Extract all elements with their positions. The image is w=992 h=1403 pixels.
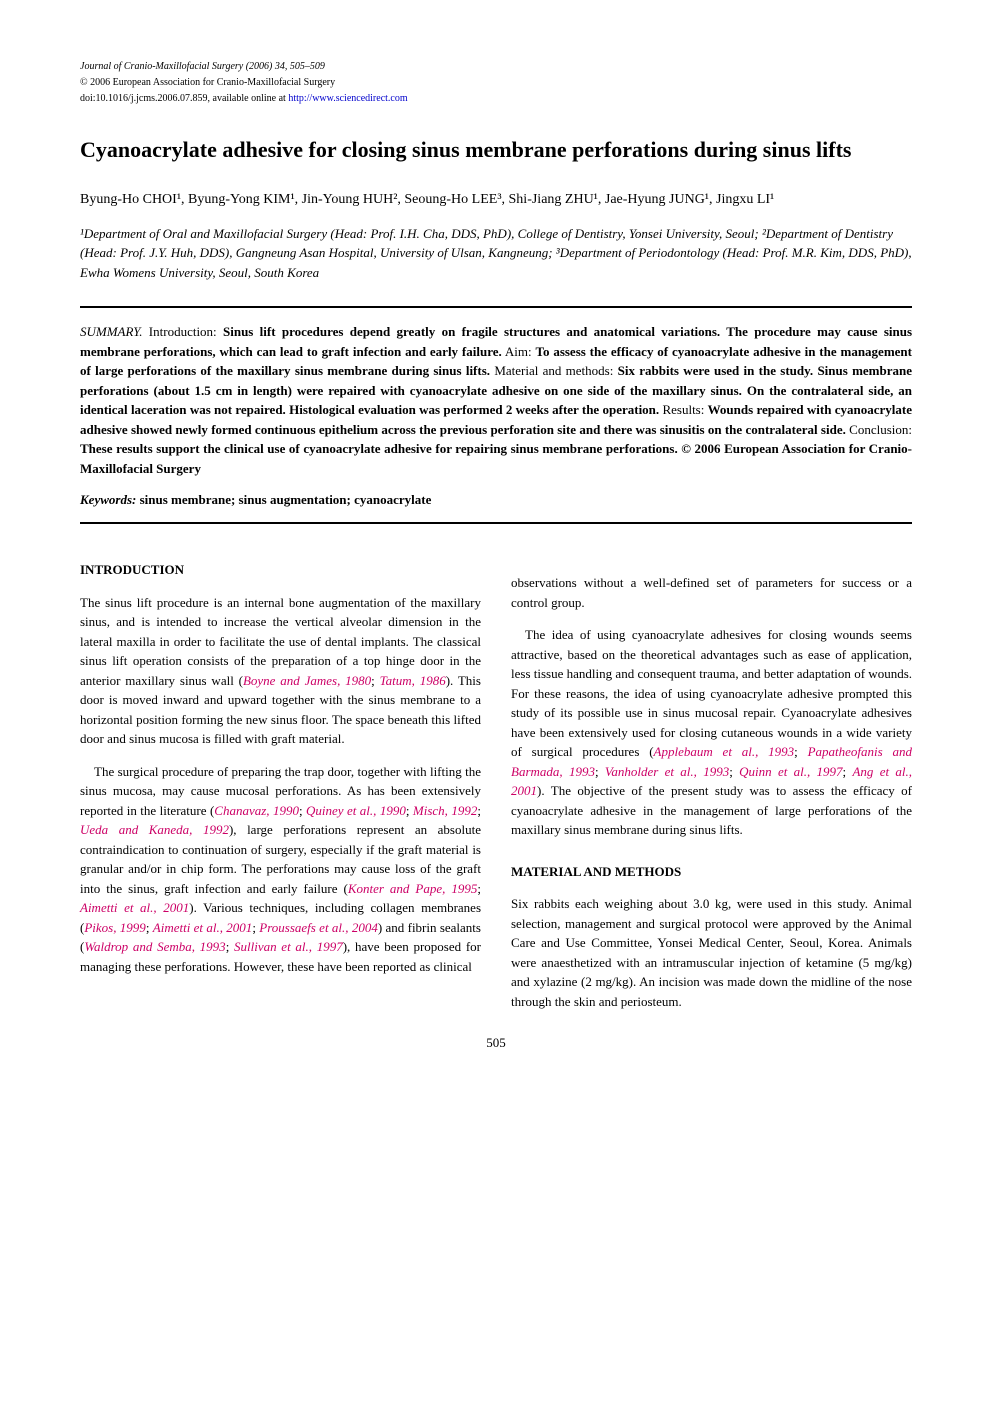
intro-para-2: The surgical procedure of preparing the … bbox=[80, 762, 481, 977]
summary-label: SUMMARY. bbox=[80, 324, 142, 339]
copyright-line: © 2006 European Association for Cranio-M… bbox=[80, 76, 912, 90]
ref-aimetti-1[interactable]: Aimetti et al., 2001 bbox=[80, 900, 189, 915]
page-number: 505 bbox=[80, 1035, 912, 1051]
doi-link[interactable]: http://www.sciencedirect.com bbox=[288, 93, 407, 104]
aim-label: Aim: bbox=[505, 344, 532, 359]
intro-p3-text2: ). The objective of the present study wa… bbox=[511, 783, 912, 837]
sep: ; bbox=[146, 920, 153, 935]
ref-vanholder[interactable]: Vanholder et al., 1993 bbox=[605, 764, 729, 779]
sep: ; bbox=[299, 803, 306, 818]
ref-quinn[interactable]: Quinn et al., 1997 bbox=[739, 764, 842, 779]
summary-block: SUMMARY. Introduction: Sinus lift proced… bbox=[80, 322, 912, 478]
intro-label: Introduction: bbox=[149, 324, 217, 339]
keywords-label: Keywords: bbox=[80, 492, 136, 507]
sep: ; bbox=[477, 803, 481, 818]
column-right: observations without a well-defined set … bbox=[511, 560, 912, 1011]
sep: ; bbox=[843, 764, 853, 779]
ref-sullivan[interactable]: Sullivan et al., 1997 bbox=[234, 939, 343, 954]
ref-applebaum[interactable]: Applebaum et al., 1993 bbox=[654, 744, 795, 759]
sep: ; bbox=[406, 803, 413, 818]
results-label: Results: bbox=[662, 402, 704, 417]
methods-heading: MATERIAL AND METHODS bbox=[511, 862, 912, 882]
intro-para-1: The sinus lift procedure is an internal … bbox=[80, 593, 481, 749]
methods-label: Material and methods: bbox=[494, 363, 613, 378]
doi-prefix: doi:10.1016/j.jcms.2006.07.859, availabl… bbox=[80, 93, 288, 104]
ref-ueda[interactable]: Ueda and Kaneda, 1992 bbox=[80, 822, 229, 837]
sep: ; bbox=[595, 764, 605, 779]
intro-p3-text1: The idea of using cyanoacrylate adhesive… bbox=[511, 627, 912, 759]
keywords-block: Keywords: sinus membrane; sinus augmenta… bbox=[80, 492, 912, 508]
intro-para-3: The idea of using cyanoacrylate adhesive… bbox=[511, 625, 912, 840]
journal-header: Journal of Cranio-Maxillofacial Surgery … bbox=[80, 60, 912, 74]
sep: ; bbox=[371, 673, 379, 688]
article-title: Cyanoacrylate adhesive for closing sinus… bbox=[80, 136, 912, 165]
ref-aimetti-2[interactable]: Aimetti et al., 2001 bbox=[153, 920, 253, 935]
sep: ; bbox=[794, 744, 807, 759]
doi-line: doi:10.1016/j.jcms.2006.07.859, availabl… bbox=[80, 92, 912, 106]
ref-quiney[interactable]: Quiney et al., 1990 bbox=[306, 803, 406, 818]
ref-chanavaz[interactable]: Chanavaz, 1990 bbox=[214, 803, 299, 818]
ref-boyne-james[interactable]: Boyne and James, 1980 bbox=[243, 673, 371, 688]
divider-top bbox=[80, 306, 912, 308]
ref-misch[interactable]: Misch, 1992 bbox=[413, 803, 477, 818]
affiliations: ¹Department of Oral and Maxillofacial Su… bbox=[80, 224, 912, 283]
sep: ; bbox=[226, 939, 234, 954]
ref-waldrop[interactable]: Waldrop and Semba, 1993 bbox=[84, 939, 225, 954]
sep: ; bbox=[729, 764, 739, 779]
sep: ; bbox=[477, 881, 481, 896]
methods-para-1: Six rabbits each weighing about 3.0 kg, … bbox=[511, 894, 912, 1011]
authors-list: Byung-Ho CHOI¹, Byung-Yong KIM¹, Jin-You… bbox=[80, 189, 912, 210]
conclusion-text: These results support the clinical use o… bbox=[80, 441, 678, 456]
ref-tatum[interactable]: Tatum, 1986 bbox=[380, 673, 446, 688]
keywords-text: sinus membrane; sinus augmentation; cyan… bbox=[140, 492, 432, 507]
ref-pikos[interactable]: Pikos, 1999 bbox=[84, 920, 145, 935]
introduction-heading: INTRODUCTION bbox=[80, 560, 481, 580]
ref-proussaefs[interactable]: Proussaefs et al., 2004 bbox=[259, 920, 378, 935]
content-columns: INTRODUCTION The sinus lift procedure is… bbox=[80, 560, 912, 1011]
conclusion-label: Conclusion: bbox=[849, 422, 912, 437]
intro-para-2-cont: observations without a well-defined set … bbox=[511, 573, 912, 612]
divider-bottom bbox=[80, 522, 912, 524]
ref-konter[interactable]: Konter and Pape, 1995 bbox=[348, 881, 478, 896]
column-left: INTRODUCTION The sinus lift procedure is… bbox=[80, 560, 481, 1011]
